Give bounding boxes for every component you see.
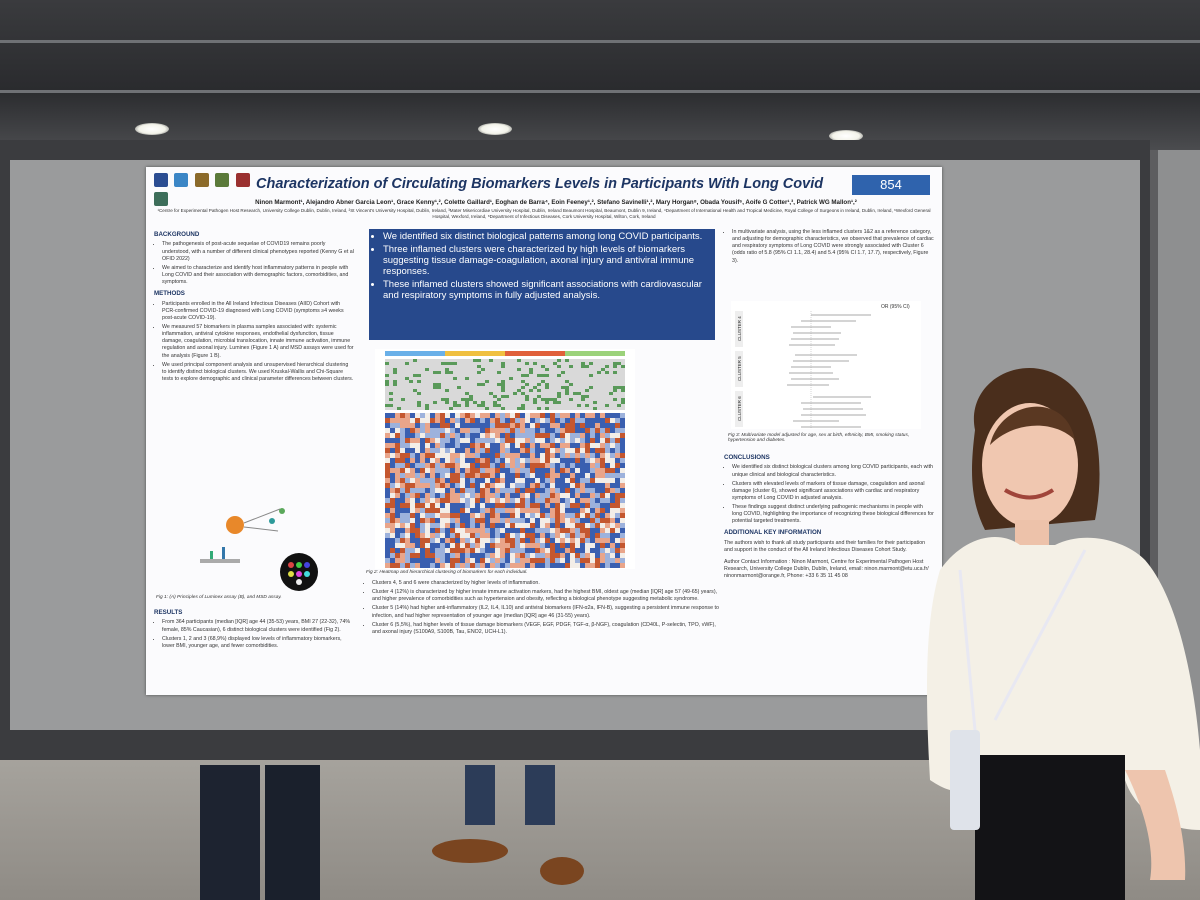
conclusions-block: CONCLUSIONS We identified six distinct b…	[724, 450, 934, 581]
biomarker-heatmap	[375, 349, 635, 569]
crest-logo	[194, 173, 209, 187]
luminex-figure	[200, 508, 318, 591]
multivariate-text: In multivariate analysis, using the less…	[732, 229, 934, 265]
background-person-legs	[200, 765, 584, 900]
background-item: The pathogenesis of post-acute sequelae …	[162, 241, 354, 262]
contact-info: Author Contact Information : Ninon Marmo…	[724, 559, 929, 580]
conclusions-heading: CONCLUSIONS	[724, 454, 770, 461]
forest-cluster-label: CLUSTER 4	[737, 316, 742, 341]
results-heading: RESULTS	[154, 609, 183, 616]
poster-authors: Ninon Marmont¹, Alejandro Abner Garcia L…	[255, 199, 857, 206]
cephr-logo	[174, 173, 189, 187]
poster-number: 854	[852, 175, 930, 195]
institution-logos	[154, 173, 254, 206]
cluster-item: Cluster 4 (12%) is characterized by high…	[372, 589, 719, 603]
background-heading: BACKGROUND	[154, 231, 200, 238]
poster-title: Characterization of Circulating Biomarke…	[256, 176, 824, 192]
clusters-block: Clusters 4, 5 and 6 were characterized b…	[364, 580, 719, 638]
conclusion-item: We identified six distinct biological cl…	[732, 464, 934, 478]
fig2-caption: Fig 2: Heatmap and hierarchical clusteri…	[366, 570, 528, 575]
conclusion-item: These findings suggest distinct underlyi…	[732, 504, 934, 525]
forest-intervals	[787, 314, 871, 428]
ceiling	[0, 0, 1200, 150]
methods-heading: METHODS	[154, 290, 185, 298]
forest-header: OR (95% CI)	[881, 304, 910, 310]
methods-item: Participants enrolled in the All Ireland…	[162, 301, 354, 322]
methods-item: We used principal component analysis and…	[162, 362, 354, 383]
ceiling-truss	[0, 40, 1200, 43]
fig1-caption: Fig 1: (A) Principles of Luminex assay (…	[156, 595, 282, 600]
methods-item: We measured 57 biomarkers in plasma samp…	[162, 324, 354, 360]
results-item: From 364 participants (median [IQR] age …	[162, 619, 354, 633]
rcsi-logo	[235, 173, 250, 187]
fig3-caption: Fig 3: Multivariate model adjusted for a…	[728, 433, 910, 443]
ceiling-truss	[0, 90, 1200, 93]
results-item: Clusters 1, 2 and 3 (68,9%) displayed lo…	[162, 636, 354, 650]
key-findings-box: We identified six distinct biological pa…	[369, 229, 715, 340]
additional-heading: ADDITIONAL KEY INFORMATION	[724, 529, 822, 537]
forest-cluster-label: CLUSTER 6	[737, 396, 742, 421]
forest-cluster-label: CLUSTER 5	[737, 356, 742, 381]
left-column: BACKGROUND The pathogenesis of post-acut…	[154, 227, 354, 385]
ceiling-light	[135, 123, 169, 135]
additional-text: The authors wish to thank all study part…	[724, 539, 926, 553]
key-finding: We identified six distinct biological pa…	[383, 231, 711, 243]
forest-plot: OR (95% CI) CLUSTER 4 CLUSTER 5 CLUSTER …	[731, 301, 921, 429]
ucd-logo	[154, 173, 168, 187]
cluster-item: Cluster 6 (5,5%), had higher levels of t…	[372, 622, 719, 636]
ceiling-light	[829, 130, 863, 142]
presenter-person	[927, 368, 1200, 900]
key-finding: Three inflamed clusters were characteriz…	[383, 244, 711, 278]
conclusion-item: Clusters with elevated levels of markers…	[732, 481, 934, 502]
results-block: RESULTS From 364 participants (median [I…	[154, 605, 354, 652]
cluster-item: Clusters 4, 5 and 6 were characterized b…	[372, 580, 719, 587]
key-finding: These inflamed clusters showed significa…	[383, 279, 711, 302]
multivariate-block: In multivariate analysis, using the less…	[724, 229, 934, 267]
hospital-logo	[215, 173, 230, 187]
poster: Characterization of Circulating Biomarke…	[146, 167, 942, 695]
poster-affiliations: ¹Centre for Experimental Pathogen Host R…	[157, 208, 931, 219]
ceiling-light	[478, 123, 512, 135]
background-item: We aimed to characterize and identify ho…	[162, 265, 354, 286]
ifi-logo	[154, 192, 168, 206]
cluster-item: Cluster 5 (14%) had higher anti-inflamma…	[372, 605, 719, 619]
